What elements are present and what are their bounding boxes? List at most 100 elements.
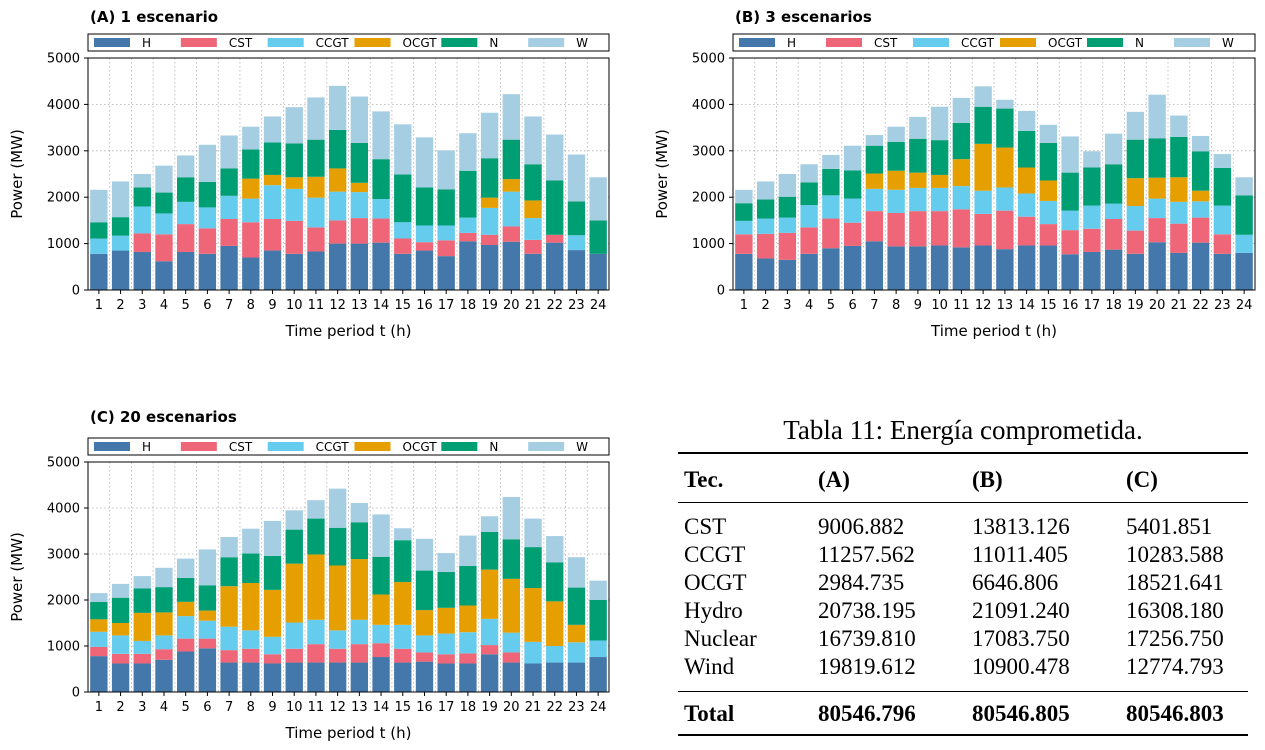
bar-segment — [394, 174, 412, 223]
bar-segment — [177, 251, 195, 290]
bar-segment — [735, 203, 753, 221]
bar-segment — [328, 85, 347, 130]
cell: 20738.195 — [818, 598, 916, 623]
legend-label: N — [1135, 36, 1144, 50]
bar-segment — [155, 165, 173, 193]
bar-segment — [350, 559, 369, 620]
bar-segment — [350, 142, 369, 183]
bar-segment — [1213, 154, 1232, 168]
bar-segment — [90, 253, 108, 290]
bar-segment — [372, 218, 390, 243]
y-tick-label: 4000 — [47, 98, 80, 113]
x-tick-label: 19 — [481, 700, 498, 715]
legend-label: W — [576, 440, 588, 454]
bar-segment — [1191, 151, 1210, 191]
bar-segment — [459, 632, 477, 654]
y-tick-label: 2000 — [47, 594, 80, 609]
bar-segment — [502, 94, 520, 140]
legend-label: CCGT — [316, 440, 350, 454]
bar-segment — [546, 562, 564, 602]
bar-segment — [865, 241, 884, 290]
bar-segment — [307, 619, 325, 645]
x-tick-label: 23 — [568, 298, 585, 313]
legend-swatch — [1087, 38, 1123, 47]
bar-segment — [155, 587, 173, 613]
bar-segment — [502, 139, 520, 180]
bar-segment — [1083, 228, 1101, 252]
bar-segment — [459, 605, 477, 633]
y-tick-label: 2000 — [47, 191, 80, 206]
bar-segment — [133, 233, 151, 252]
bar-segment — [90, 238, 108, 254]
legend-swatch — [441, 38, 478, 47]
bar-segment — [177, 616, 195, 639]
bar-segment — [778, 259, 797, 290]
bar-segment — [415, 225, 434, 243]
bar-segment — [480, 158, 499, 198]
bar-segment — [502, 632, 520, 653]
bar-segment — [372, 556, 390, 595]
bar-segment — [1148, 94, 1166, 139]
bar-segment — [822, 195, 840, 219]
bar-segment — [887, 189, 905, 213]
legend-swatch — [94, 38, 130, 47]
bar-segment — [155, 635, 173, 650]
bar-segment — [930, 245, 949, 290]
bar-segment — [90, 222, 108, 239]
legend-swatch — [267, 442, 304, 451]
bar-segment — [735, 234, 753, 254]
bar-segment — [974, 245, 992, 290]
bar-segment — [1061, 254, 1079, 290]
bar-segment — [350, 522, 369, 560]
bar-segment — [285, 510, 303, 530]
table-row: Hydro 20738.195 21091.240 16308.180 — [678, 597, 1248, 625]
x-tick-label: 3 — [783, 298, 791, 313]
x-tick-label: 1 — [740, 298, 748, 313]
y-tick-label: 3000 — [47, 144, 80, 159]
x-tick-label: 6 — [203, 700, 211, 715]
bar-segment — [887, 212, 905, 247]
bar-segment — [800, 182, 818, 206]
bar-segment — [502, 662, 520, 692]
bar-segment — [952, 247, 971, 290]
bar-segment — [1235, 252, 1253, 290]
bar-segment — [887, 170, 905, 190]
bar-segment — [133, 612, 151, 641]
legend-label: CST — [229, 440, 253, 454]
bar-segment — [459, 535, 477, 566]
cell: 13813.126 — [972, 514, 1070, 539]
bar-segment — [90, 601, 108, 620]
bar-segment — [394, 253, 412, 290]
x-tick-label: 9 — [914, 298, 922, 313]
y-tick-label: 2000 — [692, 191, 725, 206]
x-tick-label: 4 — [160, 298, 168, 313]
bar-segment — [567, 250, 586, 290]
bar-segment — [952, 97, 971, 123]
bar-segment — [415, 187, 434, 226]
x-tick-label: 13 — [997, 298, 1014, 313]
bar-segment — [307, 197, 325, 228]
bar-segment — [242, 257, 260, 290]
bar-segment — [177, 224, 195, 252]
bar-segment — [996, 99, 1014, 109]
bar-segment — [546, 646, 564, 663]
bar-segment — [242, 178, 260, 199]
bar-segment — [480, 654, 499, 692]
bar-segment — [567, 154, 586, 202]
bar-segment — [996, 108, 1014, 148]
x-tick-label: 12 — [329, 700, 346, 715]
bar-segment — [459, 170, 477, 218]
bar-segment — [111, 250, 130, 290]
bar-segment — [546, 536, 564, 563]
bar-segment — [372, 657, 390, 692]
bar-segment — [328, 565, 347, 631]
legend-label: N — [489, 440, 498, 454]
bar-segment — [1083, 251, 1101, 290]
bar-segment — [285, 563, 303, 623]
x-tick-label: 5 — [182, 298, 190, 313]
bar-segment — [437, 663, 455, 692]
energy-table: Tec. (A) (B) (C) CST 9006.882 13813.126 … — [678, 452, 1248, 736]
bar-segment — [415, 661, 434, 692]
bar-segment — [242, 222, 260, 258]
bar-segment — [111, 623, 130, 636]
